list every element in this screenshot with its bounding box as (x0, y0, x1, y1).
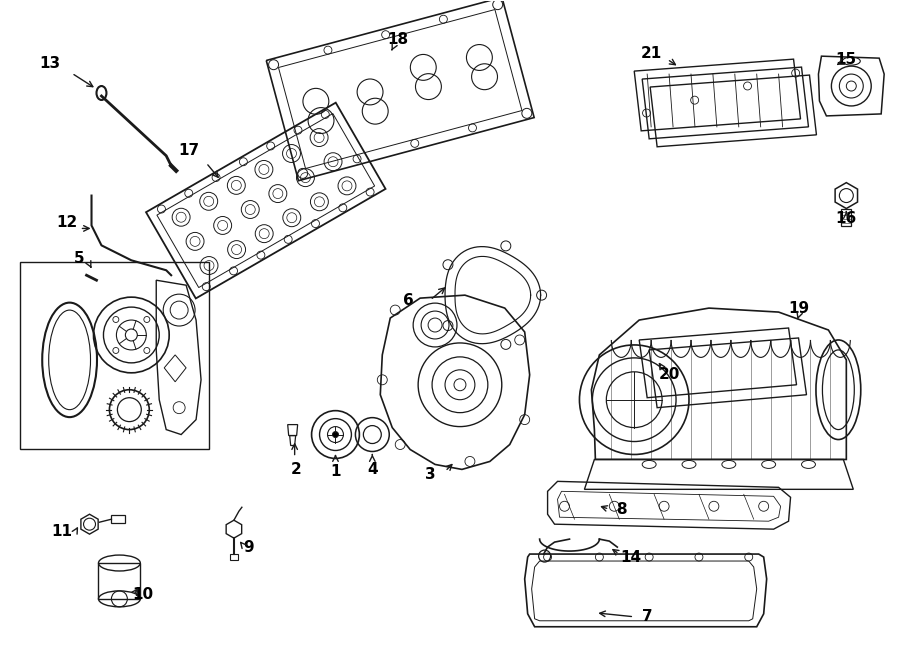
Bar (98, 563, 140, 599)
Text: 21: 21 (641, 46, 662, 61)
Text: 5: 5 (75, 251, 85, 266)
Text: 11: 11 (51, 524, 72, 539)
Bar (230, 554, 238, 560)
Text: 6: 6 (403, 293, 414, 307)
Bar (842, 208, 851, 227)
Text: 13: 13 (39, 56, 60, 71)
Text: 8: 8 (616, 502, 626, 517)
Text: 16: 16 (836, 211, 857, 226)
Text: 3: 3 (425, 467, 436, 482)
Text: 20: 20 (659, 368, 680, 382)
Text: 12: 12 (56, 215, 77, 230)
Text: 19: 19 (788, 301, 809, 315)
Text: 18: 18 (388, 32, 409, 47)
Text: 7: 7 (642, 609, 652, 624)
Text: 14: 14 (621, 549, 642, 564)
Text: 2: 2 (291, 462, 301, 477)
Text: 1: 1 (330, 464, 341, 479)
Text: 17: 17 (178, 143, 200, 158)
Circle shape (332, 432, 338, 438)
Bar (20, 262, 209, 449)
Text: 15: 15 (836, 52, 857, 67)
Circle shape (125, 329, 138, 341)
Text: 4: 4 (367, 462, 378, 477)
Text: 9: 9 (244, 539, 254, 555)
Text: 10: 10 (132, 588, 154, 602)
Bar (112, 515, 125, 524)
